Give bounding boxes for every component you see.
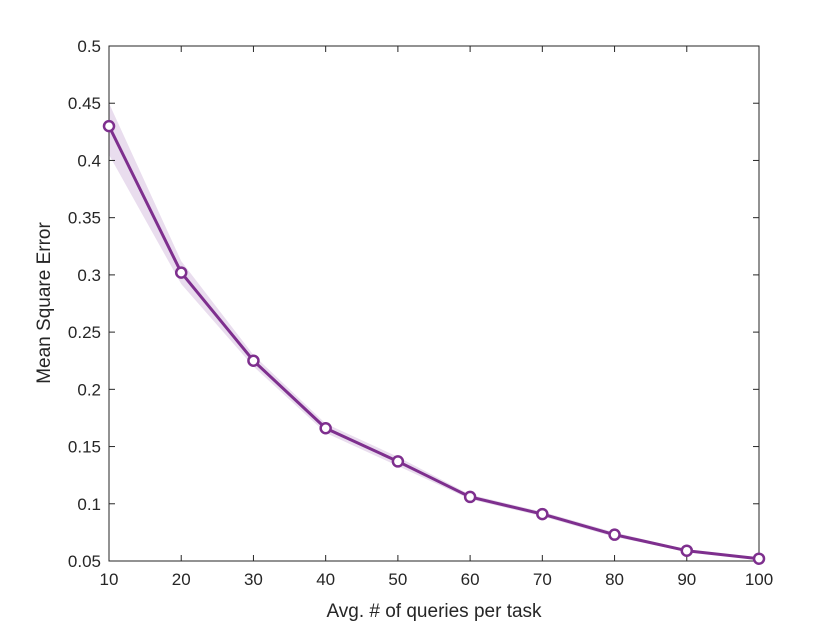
y-tick-label: 0.2 [77, 380, 101, 399]
y-tick-label: 0.1 [77, 495, 101, 514]
y-tick-label: 0.45 [68, 94, 101, 113]
series-line [107, 125, 760, 561]
data-point [463, 490, 477, 504]
data-point [536, 507, 549, 521]
data-point [174, 266, 188, 279]
data-point [752, 552, 766, 565]
y-tick-label: 0.05 [68, 552, 101, 571]
x-tick-label: 40 [316, 570, 335, 589]
data-point [391, 455, 405, 468]
data-point [319, 421, 332, 435]
y-tick-label: 0.5 [77, 37, 101, 56]
x-tick-label: 70 [533, 570, 552, 589]
x-tick-label: 30 [244, 570, 263, 589]
y-tick-label: 0.4 [77, 151, 101, 170]
x-tick-label: 60 [461, 570, 480, 589]
y-tick-label: 0.15 [68, 438, 101, 457]
axes-box [108, 45, 760, 562]
x-tick-label: 10 [100, 570, 119, 589]
plot-area: 10 20 30 40 50 60 70 80 90 100 0.05 0.1 0.15 0.2 0.25 0… [68, 37, 773, 589]
y-axis-title: Mean Square Error [34, 222, 55, 384]
data-point [680, 544, 694, 557]
data-point [247, 354, 260, 367]
x-tick-label: 100 [745, 570, 773, 589]
y-tick-label: 0.35 [68, 209, 101, 228]
x-tick-label: 80 [605, 570, 624, 589]
x-tick-label: 90 [677, 570, 696, 589]
data-point [102, 119, 116, 133]
y-tick-label: 0.25 [68, 323, 101, 342]
y-tick-label: 0.3 [77, 266, 101, 285]
x-tick-label: 50 [388, 570, 407, 589]
x-tick-label: 20 [172, 570, 191, 589]
data-point [608, 528, 621, 541]
x-axis-title: Avg. # of queries per task [326, 601, 542, 622]
